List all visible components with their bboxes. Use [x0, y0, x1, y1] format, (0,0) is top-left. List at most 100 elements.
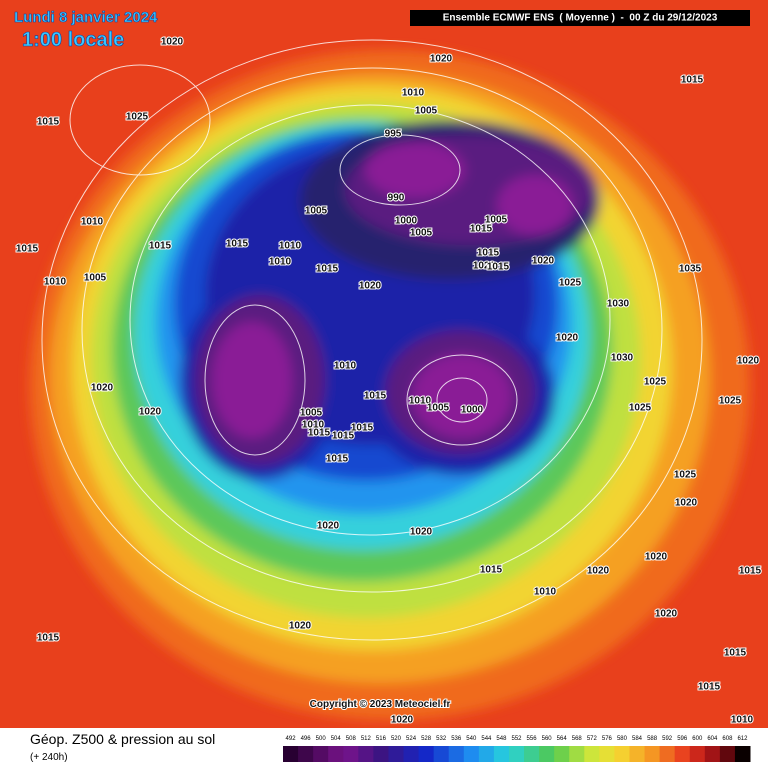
run-box	[410, 10, 750, 26]
scale-swatch	[418, 746, 435, 762]
caption: Géop. Z500 & pression au sol	[30, 731, 215, 747]
lead-time: (+ 240h)	[30, 752, 68, 763]
scale-label: 592	[662, 736, 673, 742]
isobar-label: 1010	[402, 88, 425, 99]
isobar-label: 1015	[698, 682, 721, 693]
isobar-label: 1010	[409, 396, 432, 407]
scale-label: 496	[301, 736, 312, 742]
isobar-label: 1005	[415, 106, 438, 117]
isobar-label: 1025	[674, 470, 697, 481]
scale-label: 612	[737, 736, 748, 742]
scale-swatch	[358, 746, 374, 762]
isobar-label: 1015	[308, 428, 331, 439]
scale-swatch	[403, 746, 420, 762]
scale-label: 560	[542, 736, 553, 742]
scale-label: 588	[647, 736, 658, 742]
isobar-label: 1015	[681, 75, 704, 86]
copyright: Copyright © 2023 Meteociel.fr	[310, 699, 451, 710]
scale-swatch	[569, 746, 585, 762]
scale-label: 536	[451, 736, 462, 742]
scale-swatch	[614, 746, 630, 762]
scale-swatch	[343, 746, 359, 762]
isobar-label: 1020	[473, 261, 496, 272]
scale-swatch	[283, 746, 299, 762]
scale-label: 568	[572, 736, 583, 742]
isobar-label: 1010	[279, 241, 302, 252]
scale-label: 604	[707, 736, 718, 742]
isobar-label: 1005	[427, 403, 450, 414]
isobar-label: 1010	[81, 217, 104, 228]
isobar-label: 1015	[226, 239, 249, 250]
isobar-label: 1020	[532, 256, 555, 267]
scale-swatch	[689, 746, 706, 762]
isobar-label: 1015	[37, 117, 60, 128]
isobar-label: 1015	[477, 248, 500, 259]
isobar-label: 1000	[461, 405, 484, 416]
isobar-label: 1015	[364, 391, 387, 402]
isobar-label: 990	[388, 193, 405, 204]
isobar-label: 1020	[91, 383, 114, 394]
isobar-label: 1015	[724, 648, 747, 659]
scale-swatch	[433, 746, 450, 762]
map-field	[0, 0, 768, 728]
scale-swatch	[599, 746, 615, 762]
scale-label: 544	[481, 736, 492, 742]
isobar-label: 1020	[737, 356, 760, 367]
isobar-label: 1015	[480, 565, 503, 576]
color-scale: 492 496 500 504 508 512 516 520 524 528 532 536 540 5…	[283, 736, 751, 762]
isobar-label: 1015	[739, 566, 762, 577]
scale-swatch	[328, 746, 344, 762]
isobar-label: 1010	[269, 257, 292, 268]
scale-label: 524	[406, 736, 417, 742]
isobar-label: 1010	[334, 361, 357, 372]
isobar-label: 1015	[351, 423, 374, 434]
isobar-label: 1015	[16, 244, 39, 255]
scale-swatch	[524, 746, 540, 762]
isobar-label: 1020	[139, 407, 162, 418]
scale-label: 596	[677, 736, 688, 742]
scale-label: 600	[692, 736, 703, 742]
isobar-label: 1005	[84, 273, 107, 284]
isobar-label: 1005	[485, 215, 508, 226]
scale-label: 528	[421, 736, 432, 742]
isobar-label: 1010	[731, 715, 754, 726]
scale-label: 492	[286, 736, 297, 742]
isobar-label: 1010	[44, 277, 67, 288]
isobar-label: 1015	[332, 431, 355, 442]
scale-swatch	[388, 746, 405, 762]
isobar-label: 1020	[587, 566, 610, 577]
isobar-label: 1015	[470, 224, 493, 235]
scale-swatch	[554, 746, 570, 762]
isobar-label: 1015	[37, 633, 60, 644]
isobar-label: 1030	[611, 353, 634, 364]
isobar-label: 1020	[410, 527, 433, 538]
scale-label: 500	[316, 736, 327, 742]
scale-swatch	[373, 746, 389, 762]
scale-label: 556	[527, 736, 538, 742]
scale-swatch	[719, 746, 736, 762]
isobar-label: 1000	[395, 216, 418, 227]
run-info: Ensemble ECMWF ENS ( Moyenne ) - 00 Z du…	[443, 13, 718, 24]
isobar-label: 1005	[305, 206, 328, 217]
scale-label: 520	[391, 736, 402, 742]
scale-swatch	[298, 746, 314, 762]
scale-swatch	[448, 746, 465, 762]
isobar-label: 1020	[430, 54, 453, 65]
isobar-label: 1020	[556, 333, 579, 344]
scale-label: 576	[602, 736, 613, 742]
isobar-label: 1015	[149, 241, 172, 252]
isobar-label: 1020	[359, 281, 382, 292]
isobar-label: 1025	[719, 396, 742, 407]
isobar-label: 1020	[317, 521, 340, 532]
scale-swatch	[463, 746, 480, 762]
isobar-label: 1020	[645, 552, 668, 563]
scale-label: 564	[557, 736, 568, 742]
scale-swatch	[704, 746, 721, 762]
isobar-label: 1020	[655, 609, 678, 620]
isobar-label: 1030	[607, 299, 630, 310]
isobar-label: 1025	[629, 403, 652, 414]
isobar-label: 1020	[161, 37, 184, 48]
scale-label: 508	[346, 736, 357, 742]
scale-label: 572	[587, 736, 598, 742]
